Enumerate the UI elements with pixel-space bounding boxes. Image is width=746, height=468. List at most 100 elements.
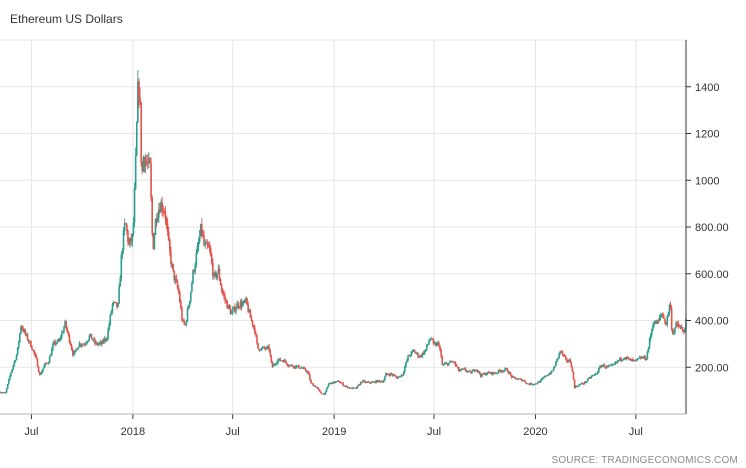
candle-body-down [164, 212, 167, 220]
candle-body-down [34, 353, 37, 356]
candle-body-up [242, 300, 245, 304]
candle-body-down [292, 366, 295, 368]
candle-body-down [520, 378, 523, 381]
candle-body-down [33, 350, 35, 354]
candle-body-down [27, 340, 30, 342]
candle-body-down [26, 334, 29, 341]
x-tick-label: 2018 [121, 426, 145, 438]
candle-body-up [601, 365, 603, 368]
candle-body-down [680, 326, 683, 329]
candle-body-down [215, 272, 217, 278]
candle-body-down [523, 380, 525, 382]
candle-body-down [413, 350, 416, 353]
candle-body-up [60, 332, 63, 338]
candle-body-down [514, 376, 516, 378]
candle-body-up [235, 308, 237, 312]
candle-body-up [111, 303, 114, 312]
candle-body-down [657, 320, 660, 322]
candle-body-up [546, 375, 548, 377]
candle-body-up [15, 354, 18, 361]
candle-body-down [255, 332, 257, 336]
candle-body-down [165, 219, 168, 224]
y-tick-label: 400.00 [695, 316, 729, 328]
candle-body-up [12, 365, 15, 370]
candle-body-up [666, 315, 669, 325]
candle-body-up [577, 386, 579, 388]
candle-body-up [526, 383, 528, 385]
candle-body-up [462, 368, 465, 370]
candle-body-down [671, 329, 674, 334]
candle-body-down [401, 374, 404, 376]
candle-body-up [377, 380, 380, 383]
candle-body-down [249, 310, 252, 318]
candle-body-up [367, 381, 370, 383]
candle-body-up [14, 360, 17, 362]
candle-body-down [35, 355, 38, 359]
candle-body-up [594, 373, 597, 375]
candle-body-up [580, 383, 583, 385]
candle-body-down [91, 339, 94, 341]
candle-body-up [290, 364, 292, 366]
candle-body-down [270, 355, 273, 363]
candle-body-up [196, 246, 199, 254]
candle-body-down [662, 313, 664, 317]
candle-body-down [203, 235, 205, 246]
candle-body-down [304, 368, 307, 371]
candle-body-down [562, 354, 565, 356]
candle-body-up [89, 333, 92, 336]
candle-body-down [228, 304, 231, 309]
candle-body-up [542, 377, 545, 379]
candle-body-up [42, 368, 44, 372]
candle-body-down [37, 366, 40, 372]
candle-body-up [260, 347, 263, 351]
candle-body-down [299, 368, 301, 370]
candle-body-up [63, 327, 65, 333]
candle-body-up [357, 384, 360, 387]
candle-body-down [453, 361, 456, 363]
candle-body-down [170, 251, 172, 265]
candle-body-up [55, 343, 58, 345]
candle-body-up [392, 375, 395, 377]
candle-body-down [221, 290, 224, 294]
candle-body-down [321, 393, 323, 395]
candle-body-up [5, 388, 8, 393]
candle-body-down [528, 384, 531, 386]
candle-body-down [455, 365, 458, 367]
candle-body-down [454, 362, 457, 366]
candle-body-up [437, 342, 439, 344]
candle-body-down [337, 380, 340, 383]
candle-body-up [555, 361, 557, 367]
candle-body-up [492, 372, 494, 375]
candle-body-down [298, 365, 300, 369]
candle-body-down [458, 367, 460, 372]
candle-body-up [349, 387, 352, 389]
candle-body-down [682, 331, 685, 333]
candle-body-up [475, 369, 478, 371]
candle-body-down [175, 278, 178, 282]
candle-body-down [573, 379, 576, 388]
candle-body-down [250, 317, 253, 321]
grid-lines [0, 39, 686, 414]
candle-body-down [38, 371, 41, 375]
candle-body-down [149, 158, 151, 164]
candle-body-up [400, 374, 403, 377]
candle-body-up [409, 355, 412, 357]
candle-body-up [95, 342, 97, 344]
candle-body-down [634, 360, 637, 362]
candle-body-down [417, 352, 419, 357]
candle-body-up [481, 373, 483, 377]
candle-body-up [553, 366, 556, 368]
candle-body-up [129, 238, 131, 245]
candle-body-down [128, 242, 130, 245]
candle-body-up [684, 328, 686, 333]
candle-body-up [633, 360, 635, 362]
candle-body-up [621, 359, 623, 361]
candle-body-up [352, 387, 354, 389]
candle-body-up [653, 323, 655, 326]
candle-body-down [379, 380, 382, 383]
candle-body-down [212, 263, 214, 277]
candle-body-up [300, 367, 302, 369]
candle-body-down [172, 263, 174, 271]
candle-body-down [399, 375, 402, 377]
candle-body-down [414, 352, 417, 354]
